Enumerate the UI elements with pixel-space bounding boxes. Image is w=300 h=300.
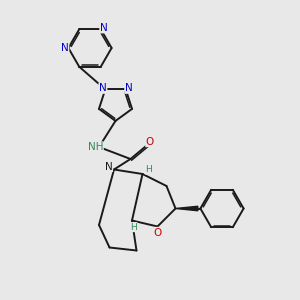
Text: N: N bbox=[125, 83, 133, 93]
Text: O: O bbox=[153, 227, 162, 238]
Text: H: H bbox=[130, 223, 137, 232]
Text: N: N bbox=[61, 43, 69, 53]
Text: N: N bbox=[105, 161, 112, 172]
Text: NH: NH bbox=[88, 142, 103, 152]
Text: N: N bbox=[100, 23, 108, 33]
Text: N: N bbox=[99, 83, 107, 93]
Text: O: O bbox=[146, 136, 154, 147]
Polygon shape bbox=[176, 206, 198, 211]
Text: H: H bbox=[145, 165, 152, 174]
